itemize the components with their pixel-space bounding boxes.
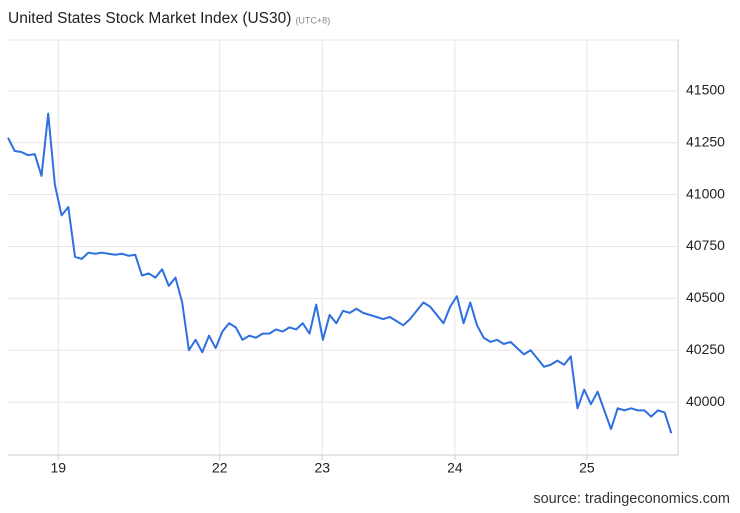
y-tick-label: 40250	[686, 341, 725, 357]
y-tick-label: 40750	[686, 237, 725, 253]
x-tick-label: 19	[50, 460, 66, 476]
y-tick-label: 41000	[686, 185, 725, 201]
y-tick-label: 41500	[686, 82, 725, 98]
chart-subtitle: (UTC+8)	[295, 15, 330, 25]
source: source: tradingeconomics.com	[533, 491, 730, 507]
x-tick-label: 22	[212, 460, 228, 476]
x-tick-label: 24	[447, 460, 463, 476]
chart-title: United States Stock Market Index (US30)	[8, 10, 291, 27]
y-tick-label: 40500	[686, 289, 725, 305]
x-tick-label: 23	[314, 460, 330, 476]
x-tick-label: 25	[579, 460, 595, 476]
y-tick-label: 41250	[686, 133, 725, 149]
y-tick-label: 40000	[686, 393, 725, 409]
line-series	[7, 112, 673, 434]
